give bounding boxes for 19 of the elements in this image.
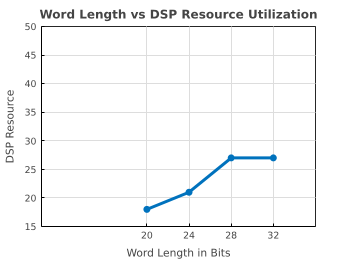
y-tick-label: 35 (24, 108, 37, 119)
x-axis-title: Word Length in Bits (126, 246, 231, 260)
x-tick-label: 28 (225, 230, 238, 242)
y-tick-label: 20 (24, 193, 37, 204)
point (270, 154, 277, 162)
x-tick-label: 24 (183, 230, 196, 242)
y-tick-label: 15 (24, 222, 37, 233)
x-tick-label: 32 (267, 230, 280, 242)
y-tick-label: 45 (24, 50, 37, 62)
point (186, 188, 193, 196)
y-tick-label: 40 (24, 79, 37, 90)
point (228, 154, 235, 162)
point (143, 206, 150, 213)
x-tick-label: 20 (140, 230, 153, 242)
chart-title: Word Length vs DSP Resource Utilization (39, 8, 318, 22)
y-tick-label: 30 (24, 136, 37, 148)
y-tick-label: 50 (24, 22, 37, 33)
y-tick-label: 25 (24, 164, 37, 176)
y-axis-title: DSP Resource (4, 90, 17, 164)
